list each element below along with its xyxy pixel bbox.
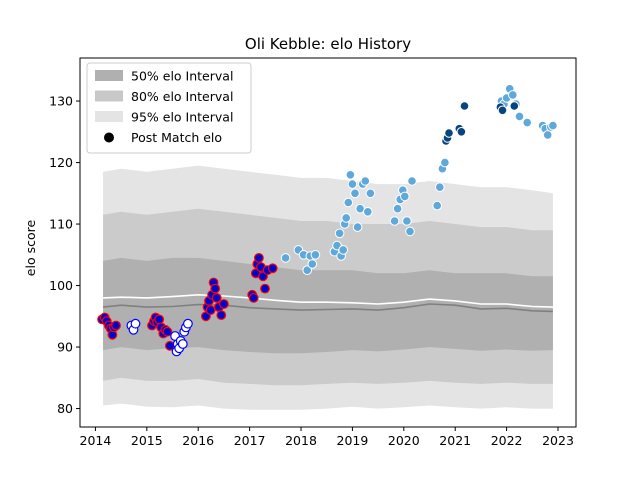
- y-tick-label: 120: [49, 155, 73, 170]
- data-point: [345, 170, 356, 180]
- x-axis: 2014 2015 2016 2017 2018 2019 2020 2021 2022 2023: [80, 427, 574, 448]
- data-point: [130, 318, 141, 329]
- legend-label: 80% elo Interval: [131, 89, 233, 104]
- data-point: [402, 216, 412, 226]
- y-tick-label: 110: [49, 217, 73, 232]
- x-tick-label: 2022: [491, 433, 523, 448]
- data-point: [218, 299, 229, 309]
- post-match-points: [97, 84, 558, 357]
- data-point: [343, 197, 354, 208]
- data-point: [350, 188, 360, 199]
- data-point: [253, 252, 264, 263]
- data-point: [405, 226, 415, 237]
- data-point: [280, 253, 291, 263]
- data-point: [267, 263, 278, 274]
- data-point: [162, 326, 173, 337]
- axes-frame: [79, 57, 577, 428]
- legend: 50% elo Interval 80% elo Interval 95% elo …: [86, 62, 252, 154]
- legend-box: [86, 62, 252, 154]
- x-tick-label: 2023: [542, 433, 574, 448]
- plot-area: [79, 57, 577, 428]
- data-point: [456, 127, 467, 137]
- data-point: [400, 191, 410, 202]
- x-tick-label: 2020: [388, 433, 420, 448]
- data-point: [210, 283, 221, 294]
- data-point: [334, 228, 345, 239]
- x-tick-label: 2021: [439, 433, 471, 448]
- data-point: [548, 120, 558, 131]
- data-point: [360, 176, 371, 186]
- data-point: [365, 188, 376, 199]
- data-point: [302, 265, 313, 276]
- y-axis: 80 90 100 110 120 130: [49, 94, 80, 416]
- x-tick-label: 2019: [337, 433, 369, 448]
- y-tick-label: 90: [57, 340, 73, 355]
- legend-swatch: [95, 111, 123, 122]
- data-point: [205, 305, 216, 316]
- x-tick-label: 2017: [234, 433, 266, 448]
- data-point: [432, 200, 443, 211]
- x-tick-label: 2015: [131, 433, 163, 448]
- data-point: [509, 101, 520, 111]
- legend-marker: [104, 132, 114, 143]
- data-point: [216, 310, 227, 321]
- x-tick-label: 2018: [285, 433, 317, 448]
- data-point: [522, 117, 533, 128]
- data-point: [182, 318, 193, 329]
- data-point: [154, 314, 165, 325]
- data-point: [111, 320, 121, 331]
- data-point: [347, 179, 358, 189]
- legend-swatch: [95, 70, 123, 81]
- chart-title: Oli Kebble: elo History: [245, 35, 411, 53]
- data-point: [177, 339, 188, 349]
- data-point: [260, 283, 270, 294]
- data-point: [542, 130, 553, 140]
- legend-label: Post Match elo: [131, 130, 222, 145]
- data-point: [508, 90, 518, 100]
- median-line: [103, 303, 553, 313]
- data-point: [514, 111, 525, 122]
- y-tick-label: 80: [57, 401, 73, 416]
- data-point: [341, 213, 352, 223]
- data-point: [352, 222, 363, 232]
- legend-swatch: [95, 90, 123, 102]
- data-point: [444, 128, 454, 138]
- data-point: [211, 293, 222, 303]
- data-point: [392, 203, 403, 214]
- data-point: [407, 176, 417, 186]
- data-point: [435, 182, 445, 192]
- interval-bands: [103, 165, 553, 410]
- legend-label: 95% elo Interval: [131, 110, 233, 125]
- data-point: [307, 259, 318, 269]
- mean-line: [103, 293, 553, 308]
- data-point: [389, 216, 400, 226]
- y-tick-label: 130: [49, 94, 73, 109]
- legend-label: 50% elo Interval: [131, 69, 233, 84]
- data-point: [497, 105, 508, 116]
- data-point: [248, 293, 259, 303]
- data-point: [363, 207, 373, 217]
- trend-lines: [103, 293, 553, 313]
- y-axis-label: elo score: [23, 220, 38, 277]
- data-point: [440, 157, 450, 168]
- x-tick-label: 2014: [80, 433, 112, 448]
- data-point: [459, 101, 470, 111]
- x-tick-label: 2016: [182, 433, 214, 448]
- data-point: [310, 250, 321, 260]
- y-tick-label: 100: [49, 278, 73, 293]
- data-point: [338, 245, 349, 255]
